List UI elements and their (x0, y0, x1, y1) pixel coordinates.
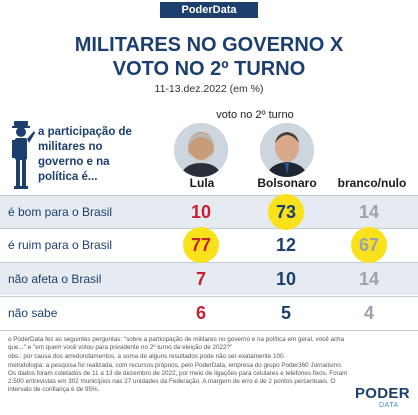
data-value: 4 (363, 303, 374, 323)
chart-title-line2: VOTO NO 2º TURNO (112, 58, 306, 80)
data-value: 14 (358, 202, 380, 222)
highlight-circle (268, 194, 304, 230)
data-value: 7 (195, 269, 206, 289)
data-value: 73 (275, 202, 297, 222)
footer-note: o PoderData fez as seguintes perguntas: … (8, 336, 345, 351)
chart-title-line1: MILITARES NO GOVERNO X (74, 34, 344, 56)
row-label: não afeta o Brasil (8, 272, 102, 286)
column-header-lula: Lula (189, 176, 215, 190)
poderdata-logo-sub: DATA (379, 402, 399, 409)
row-divider (0, 262, 418, 263)
row-divider (0, 296, 418, 297)
data-value: 12 (275, 235, 297, 255)
lula-photo (174, 123, 228, 177)
question-text: a participação de militares no governo e… (38, 126, 132, 183)
row-background (0, 196, 418, 228)
row-label: é ruim para o Brasil (8, 238, 113, 252)
data-value: 6 (195, 303, 206, 323)
data-value: 77 (190, 235, 212, 255)
data-value: 5 (280, 303, 291, 323)
chart-subtitle: 11-13.dez.2022 (em %) (154, 83, 264, 95)
footer-methodology: metodologia: a pesquisa foi realizada, c… (8, 362, 348, 393)
brand-tag: PoderData (160, 2, 258, 18)
highlight-circle (183, 227, 219, 263)
row-label: é bom para o Brasil (8, 205, 113, 219)
poderdata-logo: PODER (355, 385, 410, 402)
data-value: 10 (190, 202, 212, 222)
soldier-icon (12, 121, 35, 189)
row-divider (0, 195, 418, 196)
column-header-bolsonaro: Bolsonaro (257, 176, 317, 190)
highlight-circle (351, 227, 387, 263)
data-value: 67 (358, 235, 380, 255)
vote-header: voto no 2º turno (216, 109, 294, 121)
column-header-branco-nulo: branco/nulo (337, 176, 407, 190)
row-divider (0, 330, 418, 331)
footer-obs: obs.: por causa dos arredondamentos, a s… (8, 353, 286, 360)
bolsonaro-photo (260, 123, 314, 177)
data-value: 14 (358, 269, 380, 289)
data-value: 10 (275, 269, 297, 289)
row-label: não sabe (8, 306, 58, 320)
row-background (0, 263, 418, 295)
